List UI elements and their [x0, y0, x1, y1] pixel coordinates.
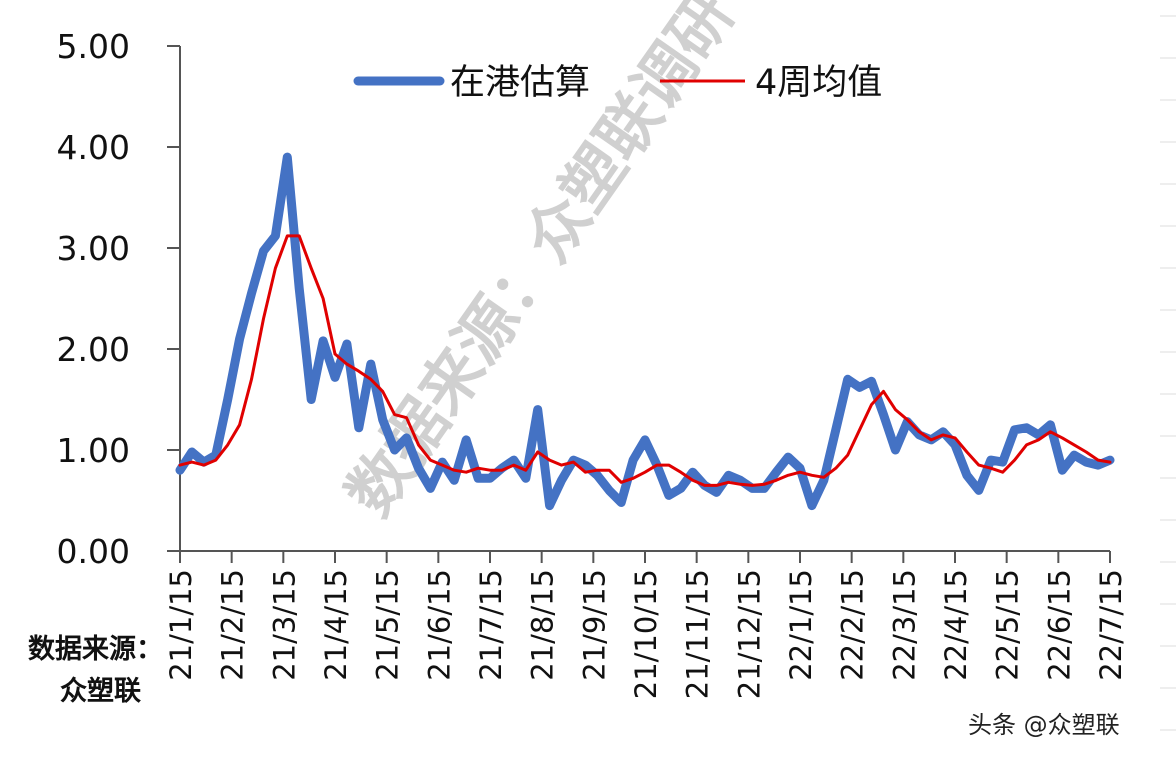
x-tick-label: 21/6/15: [422, 569, 456, 681]
plot-area: [175, 152, 1115, 511]
right-ticks: [1160, 15, 1176, 731]
x-tick-label: 22/6/15: [1042, 569, 1076, 681]
legend-label-in-port: 在港估算: [450, 63, 590, 103]
x-tick-label: 22/3/15: [887, 569, 921, 681]
legend-label-4wk-avg: 4周均值: [755, 63, 882, 103]
x-tick-label: 22/7/15: [1094, 569, 1128, 681]
x-tick-label: 21/4/15: [319, 569, 353, 681]
y-axis: 0.00 1.00 2.00 3.00 4.00 5.00: [57, 27, 181, 571]
y-tick-label: 0.00: [57, 532, 130, 571]
y-tick-label: 1.00: [57, 431, 130, 470]
y-tick-label: 5.00: [57, 27, 130, 66]
source-note-line1: 数据来源：: [28, 634, 163, 665]
x-tick-label: 22/4/15: [939, 569, 973, 681]
x-tick-label: 21/3/15: [267, 569, 301, 681]
x-tick-label: 21/8/15: [526, 569, 560, 681]
x-tick-label: 21/12/15: [732, 569, 766, 699]
x-tick-label: 21/5/15: [371, 569, 405, 681]
legend: 在港估算 4周均值: [353, 63, 882, 103]
x-tick-label: 21/7/15: [474, 569, 508, 681]
source-note-line2: 众塑联: [60, 676, 141, 707]
series-4wk-avg-line: [178, 234, 1112, 487]
x-tick-label: 21/2/15: [216, 569, 250, 681]
y-tick-label: 2.00: [57, 330, 130, 369]
y-tick-label: 3.00: [57, 229, 130, 268]
x-tick-label: 21/10/15: [629, 569, 663, 699]
y-tick-label: 4.00: [57, 128, 130, 167]
x-tick-label: 21/1/15: [164, 569, 198, 681]
x-axis: 21/1/15 21/2/15 21/3/15 21/4/15 21/5/15 21/6/…: [164, 550, 1128, 699]
series-in-port-line: [175, 152, 1115, 511]
x-tick-label: 22/5/15: [991, 569, 1025, 681]
legend-item-in-port: 在港估算: [353, 63, 590, 103]
x-tick-label: 22/2/15: [836, 569, 870, 681]
x-tick-label: 22/1/15: [784, 569, 818, 681]
x-tick-label: 21/9/15: [577, 569, 611, 681]
x-tick-label: 21/11/15: [681, 569, 715, 699]
legend-item-4wk-avg: 4周均值: [660, 63, 882, 103]
toutiao-badge: 头条 @众塑联: [968, 711, 1120, 739]
